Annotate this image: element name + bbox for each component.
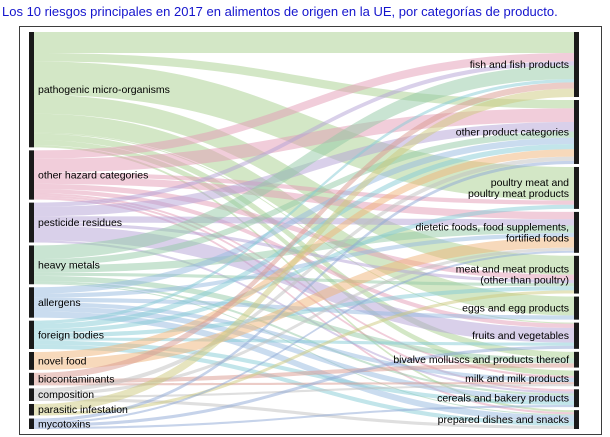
sankey-link <box>34 144 574 330</box>
sankey-link <box>34 384 574 398</box>
sankey-link <box>34 79 574 324</box>
sankey-link <box>34 88 574 413</box>
product-node <box>574 32 579 98</box>
sankey-link <box>34 240 574 394</box>
product-node-label: bivalve molluscs and products thereof <box>393 354 569 366</box>
sankey-link <box>34 52 574 109</box>
product-node <box>574 100 579 164</box>
sankey-link <box>34 160 574 422</box>
product-node-label: eggs and egg products <box>462 303 569 315</box>
hazard-node <box>29 320 34 349</box>
hazard-node <box>29 351 34 370</box>
hazard-node-label: mycotoxins <box>38 418 91 430</box>
product-node <box>574 351 579 368</box>
hazard-node <box>29 245 34 285</box>
sankey-link <box>34 250 574 424</box>
sankey-link <box>34 131 574 266</box>
sankey-link <box>34 397 574 429</box>
sankey-link <box>34 337 574 346</box>
hazard-node-label: parasitic infestation <box>38 404 128 416</box>
sankey-link <box>34 189 574 328</box>
hazard-node-label: composition <box>38 389 94 401</box>
sankey-link <box>34 172 574 205</box>
sankey-link <box>34 65 574 260</box>
hazard-node-label: biocontaminants <box>38 374 114 386</box>
sankey-link <box>34 137 574 294</box>
product-node-label: meat and meat products (other than poultr… <box>456 264 569 287</box>
product-node <box>574 410 579 429</box>
sankey-link <box>34 405 574 429</box>
hazard-node <box>29 418 34 429</box>
product-node-label: dietetic foods, food supplements, fortifi… <box>415 221 569 244</box>
sankey-link <box>34 290 574 416</box>
hazard-node-label: allergens <box>38 297 81 309</box>
product-node-label: prepared dishes and snacks <box>438 414 569 426</box>
sankey-link <box>34 232 574 298</box>
sankey-chart-frame: pathogenic micro-organisms other hazard c… <box>19 26 602 435</box>
sankey-link <box>34 237 574 370</box>
sankey-diagram: pathogenic micro-organisms other hazard c… <box>29 32 579 430</box>
hazard-node <box>29 388 34 401</box>
sankey-link <box>34 345 574 427</box>
sankey-link <box>34 32 574 53</box>
hazard-node <box>29 403 34 416</box>
chart-title: Los 10 riesgos principales en 2017 en al… <box>2 4 558 19</box>
sankey-link <box>34 382 574 386</box>
sankey-link <box>34 204 574 334</box>
sankey-link <box>34 52 574 159</box>
product-node <box>574 322 579 349</box>
sankey-link <box>34 94 574 275</box>
product-node-label: fish and fish products <box>470 59 569 71</box>
product-node <box>574 211 579 253</box>
product-node-label: other product categories <box>456 126 569 138</box>
product-node <box>574 255 579 294</box>
product-node-label: milk and milk products <box>465 373 569 385</box>
hazard-node <box>29 287 34 318</box>
sankey-link <box>34 195 574 392</box>
product-node <box>574 370 579 387</box>
sankey-link <box>34 311 574 422</box>
product-node <box>574 166 579 209</box>
hazard-node-label: foreign bodies <box>38 329 104 341</box>
hazard-node-label: pathogenic micro-organisms <box>38 84 170 96</box>
hazard-node <box>29 202 34 243</box>
product-node-label: poultry meat and poultry meat products <box>468 177 569 200</box>
hazard-node-label: novel food <box>38 355 87 367</box>
sankey-link <box>34 281 574 396</box>
product-node-label: cereals and bakery products <box>437 393 569 405</box>
sankey-link <box>34 283 574 416</box>
sankey-link <box>34 225 574 343</box>
sankey-link <box>34 216 574 226</box>
sankey-link <box>34 61 574 207</box>
hazard-node <box>29 372 34 386</box>
sankey-link <box>34 82 574 380</box>
hazard-node <box>29 32 34 148</box>
product-node <box>574 296 579 320</box>
product-node-label: fruits and vegetables <box>472 330 569 342</box>
sankey-link <box>34 286 574 338</box>
product-node <box>574 389 579 408</box>
hazard-node <box>29 150 34 200</box>
sankey-link <box>34 275 574 364</box>
sankey-link <box>34 247 574 396</box>
hazard-node-label: pesticide residues <box>38 217 122 229</box>
hazard-node-label: heavy metals <box>38 259 100 271</box>
sankey-link <box>34 156 574 393</box>
hazard-node-label: other hazard categories <box>38 169 148 181</box>
